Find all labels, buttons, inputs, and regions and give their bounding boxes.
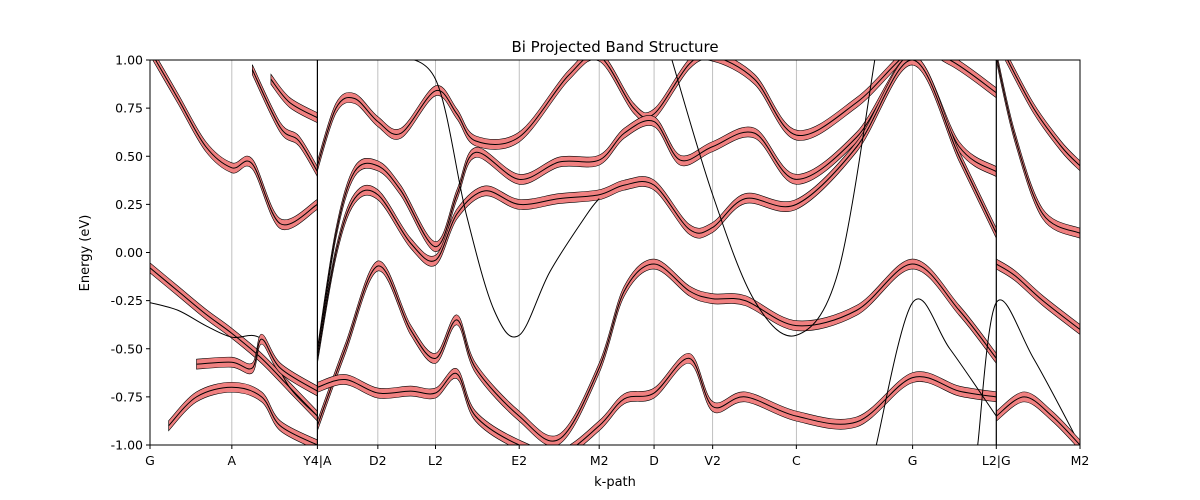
y-tick-label: -1.00 [111, 438, 143, 453]
y-axis-label: Energy (eV) [78, 215, 93, 292]
band-line [1007, 60, 1080, 167]
projected-band [168, 381, 318, 445]
band-line [995, 396, 1080, 445]
x-tick-label: M2 [590, 453, 609, 468]
band-line [196, 338, 318, 392]
band-line [150, 302, 318, 417]
projected-band [317, 60, 997, 358]
band-line [251, 69, 318, 172]
projected-band [150, 262, 318, 422]
projected-band [317, 258, 997, 445]
band-line [270, 78, 318, 119]
band-line [977, 299, 1080, 445]
segment-separators [316, 60, 997, 445]
x-tick-label: G [908, 453, 918, 468]
x-tick-label: M2 [1071, 453, 1090, 468]
x-tick-label: D2 [369, 453, 387, 468]
bands-layer [150, 60, 1080, 445]
y-tick-label: 1.00 [115, 53, 143, 68]
band-line [996, 60, 1080, 234]
projected-band [252, 64, 318, 178]
band-line [875, 298, 997, 445]
projected-band [996, 391, 1080, 445]
projected-band [996, 60, 1080, 239]
band-line [316, 60, 997, 353]
projected-band [1005, 60, 1080, 172]
y-tick-label: 0.50 [115, 149, 143, 164]
band-line [316, 263, 997, 442]
projected-band [270, 73, 318, 124]
chart-title: Bi Projected Band Structure [511, 38, 718, 56]
band-line [155, 60, 318, 226]
x-tick-label: D [649, 453, 659, 468]
y-tick-label: 0.25 [115, 197, 143, 212]
x-tick-label: C [792, 453, 801, 468]
grid-layer [231, 60, 997, 445]
projected-band [317, 353, 997, 445]
x-ticks: G A Y4|A D2 L2 E2 M2 D V2 C G L2|G M2 [145, 445, 1089, 468]
band-line [996, 263, 1080, 330]
x-tick-label: E2 [511, 453, 527, 468]
y-tick-label: -0.25 [111, 293, 143, 308]
x-tick-label: V2 [704, 453, 721, 468]
x-tick-label: Y4|A [302, 453, 332, 468]
band-line [316, 60, 997, 359]
x-tick-label: A [228, 453, 237, 468]
y-tick-label: -0.75 [111, 389, 143, 404]
y-tick-label: -0.50 [111, 341, 143, 356]
x-tick-label: G [145, 453, 155, 468]
y-tick-label: 0.00 [115, 245, 143, 260]
x-tick-label: L2 [428, 453, 443, 468]
band-line [316, 60, 997, 167]
y-tick-label: 0.75 [115, 101, 143, 116]
band-line [317, 357, 997, 445]
band-line [671, 60, 876, 337]
x-tick-label: L2|G [982, 453, 1011, 468]
y-ticks: 1.00 0.75 0.50 0.25 0.00 -0.25 -0.50 -0.75 -1.00 [111, 53, 150, 453]
band-line [168, 386, 318, 445]
band-line [412, 60, 600, 338]
x-axis-label: k-path [594, 475, 636, 490]
projected-band [317, 60, 997, 364]
